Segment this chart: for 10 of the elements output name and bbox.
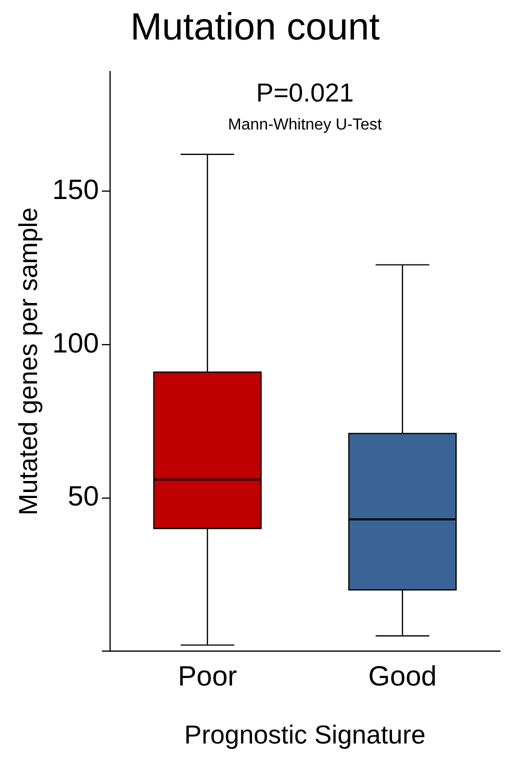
x-tick-label: Good xyxy=(368,660,437,692)
annotation: P=0.021 xyxy=(256,78,354,108)
x-tick-label: Poor xyxy=(178,660,238,692)
x-axis-title: Prognostic Signature xyxy=(184,720,426,750)
y-axis-title: Mutated genes per sample xyxy=(12,207,43,516)
y-tick-label: 100 xyxy=(52,327,99,358)
annotation: Mann-Whitney U-Test xyxy=(228,116,382,134)
chart-title: Mutation count xyxy=(130,6,380,48)
y-tick-label: 150 xyxy=(52,174,99,205)
y-tick-label: 50 xyxy=(68,480,99,512)
